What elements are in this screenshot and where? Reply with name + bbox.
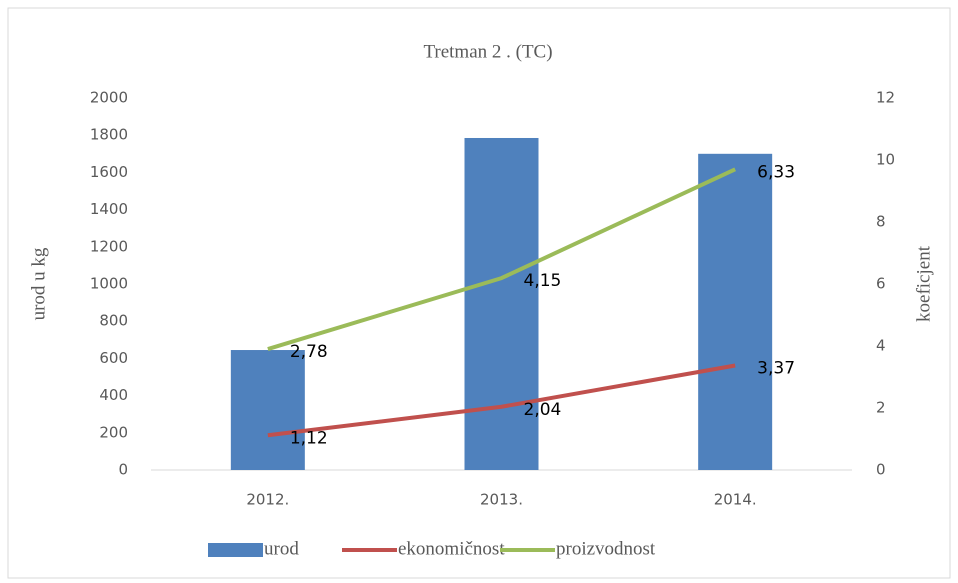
data-label: 2,04 xyxy=(524,400,562,420)
data-label: 1,12 xyxy=(290,428,328,448)
y-tick-label: 1200 xyxy=(90,237,128,255)
bar xyxy=(230,350,305,470)
y-tick-label: 1000 xyxy=(90,275,128,293)
y-tick-label: 600 xyxy=(99,349,128,367)
y-tick-label: 200 xyxy=(99,423,128,441)
legend-swatch xyxy=(208,543,263,557)
chart-title: Tretman 2 . (TC) xyxy=(423,41,552,62)
y-tick-label: 0 xyxy=(118,461,128,479)
x-tick-label: 2012. xyxy=(246,491,289,509)
y-tick-label: 800 xyxy=(99,312,128,330)
legend-label: ekonomičnost xyxy=(398,538,505,559)
data-label: 4,15 xyxy=(524,271,562,291)
data-label: 2,78 xyxy=(290,342,328,362)
legend-label: urod xyxy=(264,538,299,559)
y-tick-label: 1600 xyxy=(90,163,128,181)
y-tick-label: 1400 xyxy=(90,200,128,218)
y-tick-label: 400 xyxy=(99,386,128,404)
y2-tick-label: 8 xyxy=(876,213,886,231)
x-tick-label: 2013. xyxy=(480,491,523,509)
y-tick-label: 2000 xyxy=(90,89,128,107)
y2-tick-label: 2 xyxy=(876,399,886,417)
y2-axis-label: koeficjent xyxy=(913,245,934,322)
line xyxy=(267,363,736,438)
y2-tick-label: 6 xyxy=(876,275,886,293)
bar xyxy=(464,137,539,471)
y2-tick-label: 10 xyxy=(876,151,895,169)
line xyxy=(267,167,737,352)
data-label: 3,37 xyxy=(757,359,795,379)
y2-tick-label: 12 xyxy=(876,89,895,107)
y2-tick-label: 0 xyxy=(876,461,886,479)
bar xyxy=(698,153,773,471)
x-tick-label: 2014. xyxy=(714,491,757,509)
data-label: 6,33 xyxy=(757,162,795,182)
y-tick-label: 1800 xyxy=(90,126,128,144)
y-axis-label: urod u kg xyxy=(28,247,49,320)
y2-tick-label: 4 xyxy=(876,337,886,355)
legend-label: proizvodnost xyxy=(556,538,656,559)
